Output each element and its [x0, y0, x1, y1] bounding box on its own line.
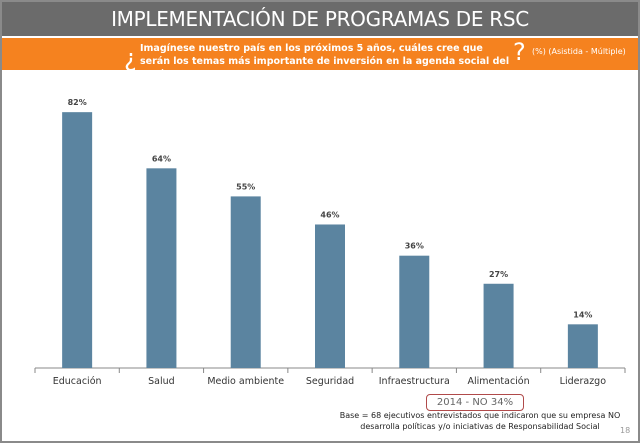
bar	[230, 196, 261, 368]
data-label: 55%	[236, 182, 255, 191]
title-bar: IMPLEMENTACIÓN DE PROGRAMAS DE RSC	[2, 2, 638, 36]
bar	[567, 324, 598, 368]
data-label: 82%	[68, 98, 87, 107]
data-label: 14%	[573, 310, 592, 319]
bar	[62, 112, 93, 368]
bar	[399, 255, 430, 368]
data-label: 27%	[489, 270, 508, 279]
base-note: Base = 68 ejecutivos entrevistados que i…	[339, 411, 621, 431]
question-type: (%) (Asistida - Múltiple)	[532, 47, 626, 56]
bar	[315, 224, 345, 368]
category-label: Infraestructura	[379, 376, 450, 387]
bar	[483, 283, 514, 368]
category-label: Alimentación	[468, 376, 530, 387]
question-band	[2, 38, 638, 70]
data-label: 46%	[320, 210, 339, 219]
year-badge: 2014 - NO 34%	[426, 394, 524, 411]
category-label: Seguridad	[306, 376, 354, 387]
bar	[146, 168, 177, 368]
question-text: Imagínese nuestro país en los próximos 5…	[140, 43, 510, 80]
question-open-mark: ¿	[124, 44, 137, 72]
category-label: Liderazgo	[560, 376, 607, 387]
category-label: Medio ambiente	[207, 376, 284, 387]
category-label: Educación	[53, 376, 102, 387]
question-close-mark: ?	[513, 38, 526, 66]
page-number: 18	[620, 426, 631, 435]
category-label: Salud	[148, 376, 175, 387]
data-label: 36%	[405, 242, 424, 251]
slide-title: IMPLEMENTACIÓN DE PROGRAMAS DE RSC	[111, 7, 529, 31]
data-label: 64%	[152, 154, 171, 163]
